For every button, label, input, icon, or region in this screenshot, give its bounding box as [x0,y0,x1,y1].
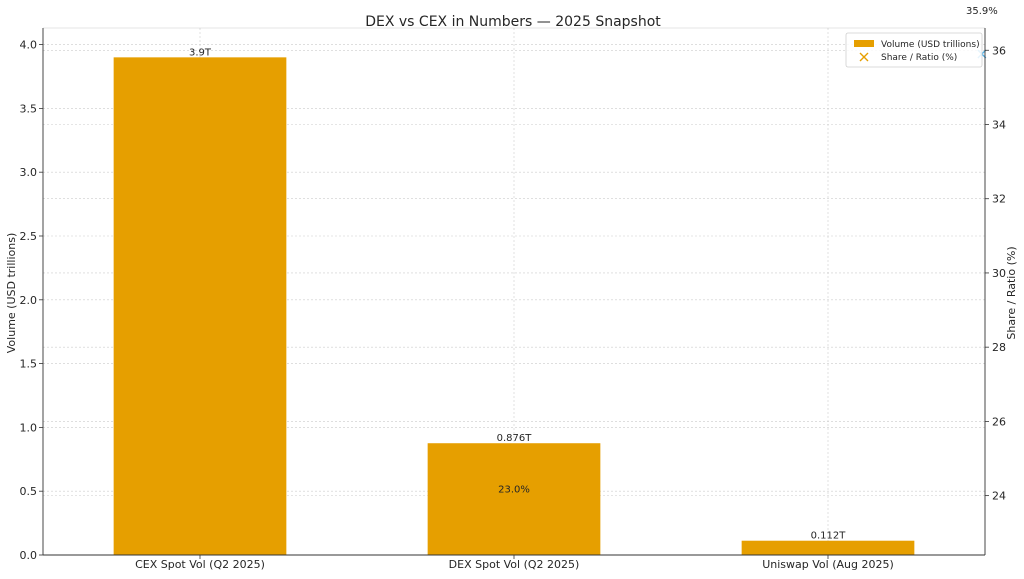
y-tick-label: 2.0 [20,294,38,307]
chart-title: DEX vs CEX in Numbers — 2025 Snapshot [365,14,661,30]
bar [427,443,601,555]
y2-tick-label: 34 [992,118,1006,131]
ratio-value-label: 23.0% [498,485,530,496]
y2-tick-label: 28 [992,341,1006,354]
y-tick-label: 4.0 [20,39,38,52]
legend-x-marker-swatch [859,52,869,62]
legend: Volume (USD trillions) Share / Ratio (%) [845,32,983,68]
y-axis-label: Volume (USD trillions) [5,233,18,353]
x-tick-label: DEX Spot Vol (Q2 2025) [449,558,580,571]
y2-tick-label: 36 [992,44,1006,57]
legend-label-volume: Volume (USD trillions) [881,40,980,50]
y-tick-label: 1.0 [20,421,38,434]
bar-value-label: 3.9T [189,47,212,58]
bars [113,57,915,556]
legend-bar-swatch [854,40,874,47]
y2-tick-label: 24 [992,490,1006,503]
y-tick-label: 3.0 [20,166,38,179]
legend-label-share: Share / Ratio (%) [881,53,957,63]
bar [741,540,915,555]
axes: 0.0 0.5 1.0 1.5 2.0 2.5 3.0 3.5 4.0 24 26 28 30 32 34 3… [20,27,1006,571]
legend-frame [845,32,983,68]
y-tick-label: 1.5 [20,358,38,371]
ratio-marker [509,528,519,538]
y-tick-label: 3.5 [20,102,38,115]
y-tick-label: 0.0 [20,549,38,562]
y2-tick-label: 32 [992,193,1006,206]
x-tick-label: Uniswap Vol (Aug 2025) [762,558,894,571]
x-tick-label: CEX Spot Vol (Q2 2025) [135,558,265,571]
y-tick-label: 0.5 [20,485,38,498]
y2-tick-label: 26 [992,415,1006,428]
y2-axis-label: Share / Ratio (%) [1005,246,1018,339]
bar [113,57,287,556]
ratio-value-label: 35.9% [966,6,998,17]
bar-value-label: 0.112T [811,531,847,542]
y-tick-label: 2.5 [20,230,38,243]
y2-tick-label: 30 [992,267,1006,280]
bar-value-label: 0.876T [497,433,533,444]
bar-labels: 3.9T 0.876T 0.112T [189,47,846,541]
legend-x-marker [859,52,869,62]
